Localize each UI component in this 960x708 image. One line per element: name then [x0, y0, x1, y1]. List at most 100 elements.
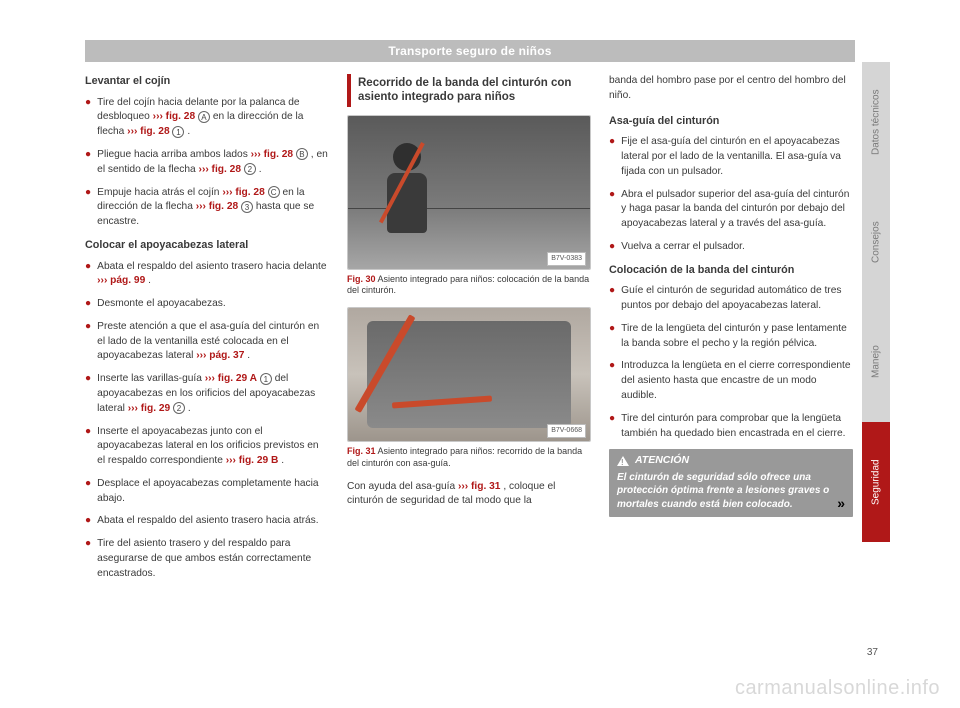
bullet-icon: ● — [85, 186, 91, 230]
col3-d2: ●Tire de la lengüeta del cinturón y pase… — [609, 322, 853, 352]
page-content: Transporte seguro de niños Levantar el c… — [85, 40, 890, 660]
col1-bullet-1: ● Tire del cojín hacia delante por la pa… — [85, 96, 329, 140]
t: . — [188, 403, 191, 414]
figref: ››› fig. 29 A — [205, 373, 257, 384]
figure-31-caption: Fig. 31 Asiento integrado para niños: re… — [347, 446, 591, 469]
bullet-text: Tire del cinturón para comprobar que la … — [621, 412, 853, 442]
bullet-text: Desmonte el apoyacabezas. — [97, 297, 329, 312]
col3-lead: banda del hombro pase por el centro del … — [609, 74, 853, 104]
bullet-text: Inserte las varillas-guía ››› fig. 29 A … — [97, 372, 329, 416]
bullet-text: Empuje hacia atrás el cojín ››› fig. 28 … — [97, 186, 329, 230]
circ-3: 3 — [241, 201, 253, 213]
bullet-icon: ● — [85, 537, 91, 581]
fig-text: Asiento integrado para niños: colocación… — [347, 274, 589, 296]
circ-2: 2 — [173, 402, 185, 414]
col3-d4: ●Tire del cinturón para comprobar que la… — [609, 412, 853, 442]
bullet-icon: ● — [609, 412, 615, 442]
watermark: carmanualsonline.info — [735, 677, 940, 700]
bullet-text: Tire de la lengüeta del cinturón y pase … — [621, 322, 853, 352]
figref: ››› fig. 28 — [199, 164, 241, 175]
bullet-icon: ● — [609, 188, 615, 232]
tab-datos-tecnicos[interactable]: Datos técnicos — [862, 62, 890, 182]
bullet-text: Preste atención a que el asa-guía del ci… — [97, 320, 329, 364]
page-container: Transporte seguro de niños Levantar el c… — [0, 0, 960, 708]
circ-2: 2 — [244, 163, 256, 175]
col1-c2: ● Desmonte el apoyacabezas. — [85, 297, 329, 312]
col1-c3: ● Preste atención a que el asa-guía del … — [85, 320, 329, 364]
bullet-icon: ● — [609, 359, 615, 403]
circ-a: A — [198, 111, 210, 123]
col3-d3: ●Introduzca la lengüeta en el cierre cor… — [609, 359, 853, 403]
figref: ››› fig. 28 — [153, 111, 195, 122]
bullet-text: Inserte el apoyacabezas junto con el apo… — [97, 425, 329, 469]
fig-num: Fig. 31 — [347, 446, 376, 456]
column-1: Levantar el cojín ● Tire del cojín hacia… — [85, 74, 329, 590]
bullet-icon: ● — [85, 425, 91, 469]
t: . — [281, 455, 284, 466]
col1-c8: ● Tire del asiento trasero y del respald… — [85, 537, 329, 581]
t: Empuje hacia atrás el cojín — [97, 187, 222, 198]
col1-heading-lift: Levantar el cojín — [85, 74, 329, 90]
bullet-icon: ● — [609, 322, 615, 352]
warning-header: ATENCIÓN — [609, 449, 853, 470]
circ-c: C — [268, 186, 280, 198]
t: . — [187, 126, 190, 137]
col3-a3: ●Vuelva a cerrar el pulsador. — [609, 240, 853, 255]
bullet-icon: ● — [609, 240, 615, 255]
child-silhouette — [382, 143, 432, 253]
bullet-icon: ● — [85, 96, 91, 140]
col1-c5: ● Inserte el apoyacabezas junto con el a… — [85, 425, 329, 469]
column-3: banda del hombro pase por el centro del … — [609, 74, 853, 590]
fig-text: Asiento integrado para niños: recorrido … — [347, 446, 582, 468]
col1-bullet-3: ● Empuje hacia atrás el cojín ››› fig. 2… — [85, 186, 329, 230]
t: . — [247, 350, 250, 361]
bullet-text: Desplace el apoyacabezas completamente h… — [97, 477, 329, 507]
col3-heading-asa: Asa-guía del cinturón — [609, 114, 853, 130]
col3-a1: ●Fije el asa-guía del cinturón en el apo… — [609, 135, 853, 179]
side-tabs: Datos técnicos Consejos Manejo Seguridad — [862, 62, 890, 542]
figure-30-caption: Fig. 30 Asiento integrado para niños: co… — [347, 274, 591, 297]
pageref: ››› pág. 99 — [97, 275, 145, 286]
t: Inserte el apoyacabezas junto con el apo… — [97, 426, 318, 467]
figref: ››› fig. 28 — [127, 126, 169, 137]
col1-c7: ● Abata el respaldo del asiento trasero … — [85, 514, 329, 529]
t: . — [259, 164, 262, 175]
figref: ››› fig. 28 — [196, 201, 238, 212]
figure-30: B7V-0383 — [347, 115, 591, 270]
col2-tail-paragraph: Con ayuda del asa-guía ››› fig. 31 , col… — [347, 480, 591, 510]
bullet-icon: ● — [609, 135, 615, 179]
bullet-text: Abata el respaldo del asiento trasero ha… — [97, 260, 329, 290]
figure-code: B7V-0383 — [547, 252, 586, 266]
col3-d1: ●Guíe el cinturón de seguridad automátic… — [609, 284, 853, 314]
tab-consejos[interactable]: Consejos — [862, 182, 890, 302]
t: Con ayuda del asa-guía — [347, 481, 458, 492]
page-number: 37 — [867, 647, 878, 658]
bullet-icon: ● — [85, 372, 91, 416]
bullet-icon: ● — [85, 477, 91, 507]
t: Abata el respaldo del asiento trasero ha… — [97, 261, 326, 272]
bullet-icon: ● — [85, 148, 91, 178]
col3-heading-colocacion: Colocación de la banda del cinturón — [609, 263, 853, 279]
warning-text: El cinturón de seguridad sólo ofrece una… — [617, 471, 831, 512]
col3-a2: ●Abra el pulsador superior del asa-guía … — [609, 188, 853, 232]
tab-manejo[interactable]: Manejo — [862, 302, 890, 422]
pageref: ››› pág. 37 — [196, 350, 244, 361]
figref: ››› fig. 31 — [458, 481, 500, 492]
continuation-icon: » — [837, 494, 845, 513]
t: Pliegue hacia arriba ambos lados — [97, 149, 250, 160]
col1-c6: ● Desplace el apoyacabezas completamente… — [85, 477, 329, 507]
col1-c4: ● Inserte las varillas-guía ››› fig. 29 … — [85, 372, 329, 416]
columns: Levantar el cojín ● Tire del cojín hacia… — [85, 74, 855, 590]
column-2: Recorrido de la banda del cinturón con a… — [347, 74, 591, 590]
warning-title: ATENCIÓN — [635, 453, 689, 468]
warning-box: ATENCIÓN El cinturón de seguridad sólo o… — [609, 449, 853, 517]
figure-31-scene: B7V-0668 — [348, 308, 590, 441]
circ-1: 1 — [172, 126, 184, 138]
warning-icon — [617, 456, 629, 466]
tab-seguridad[interactable]: Seguridad — [862, 422, 890, 542]
warning-body: El cinturón de seguridad sólo ofrece una… — [609, 471, 853, 518]
bullet-text: Introduzca la lengüeta en el cierre corr… — [621, 359, 853, 403]
col2-section-heading: Recorrido de la banda del cinturón con a… — [347, 74, 591, 107]
bullet-icon: ● — [85, 260, 91, 290]
bullet-text: Tire del asiento trasero y del respaldo … — [97, 537, 329, 581]
